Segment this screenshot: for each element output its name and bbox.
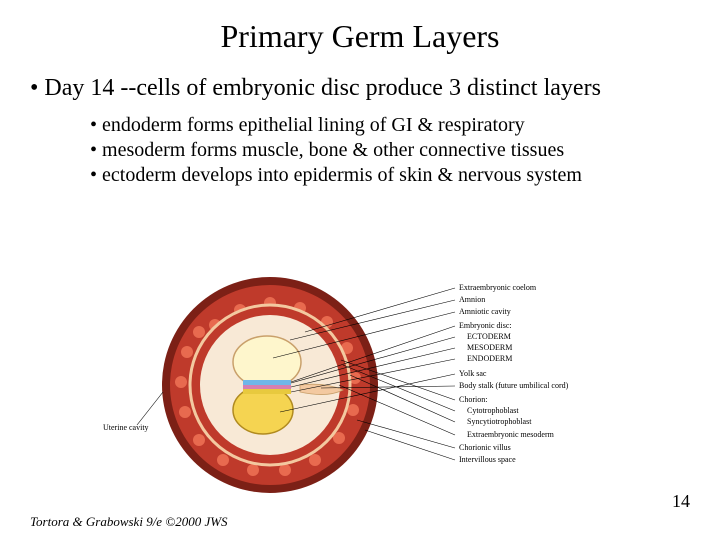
label: MESODERM	[467, 343, 512, 352]
label: Amnion	[459, 295, 485, 304]
sub-bullet: endoderm forms epithelial lining of GI &…	[90, 113, 690, 138]
bullet-main: Day 14 --cells of embryonic disc produce…	[30, 73, 690, 103]
page-number: 14	[672, 491, 690, 512]
label: ENDODERM	[467, 354, 512, 363]
label: Embryonic disc:	[459, 321, 512, 330]
label-uterine-cavity: Uterine cavity	[103, 423, 149, 432]
citation: Tortora & Grabowski 9/e ©2000 JWS	[30, 514, 228, 530]
label: Body stalk (future umbilical cord)	[459, 381, 569, 390]
embryo-diagram: Uterine cavity Extraembryonic coelom Amn…	[95, 270, 635, 500]
label: Amniotic cavity	[459, 307, 511, 316]
sub-bullet: mesoderm forms muscle, bone & other conn…	[90, 138, 690, 163]
slide-title: Primary Germ Layers	[30, 18, 690, 55]
label: Syncytiotrophoblast	[467, 417, 532, 426]
sub-bullet-list: endoderm forms epithelial lining of GI &…	[90, 113, 690, 188]
slide-root: Primary Germ Layers Day 14 --cells of em…	[0, 0, 720, 540]
label: Extraembryonic coelom	[459, 283, 537, 292]
label: Intervillous space	[459, 455, 516, 464]
label: Yolk sac	[459, 369, 487, 378]
label: Chorion:	[459, 395, 487, 404]
sub-bullet: ectoderm develops into epidermis of skin…	[90, 163, 690, 188]
label: Extraembryonic mesoderm	[467, 430, 555, 439]
label: ECTODERM	[467, 332, 511, 341]
label: Chorionic villus	[459, 443, 511, 452]
label: Cytotrophoblast	[467, 406, 519, 415]
